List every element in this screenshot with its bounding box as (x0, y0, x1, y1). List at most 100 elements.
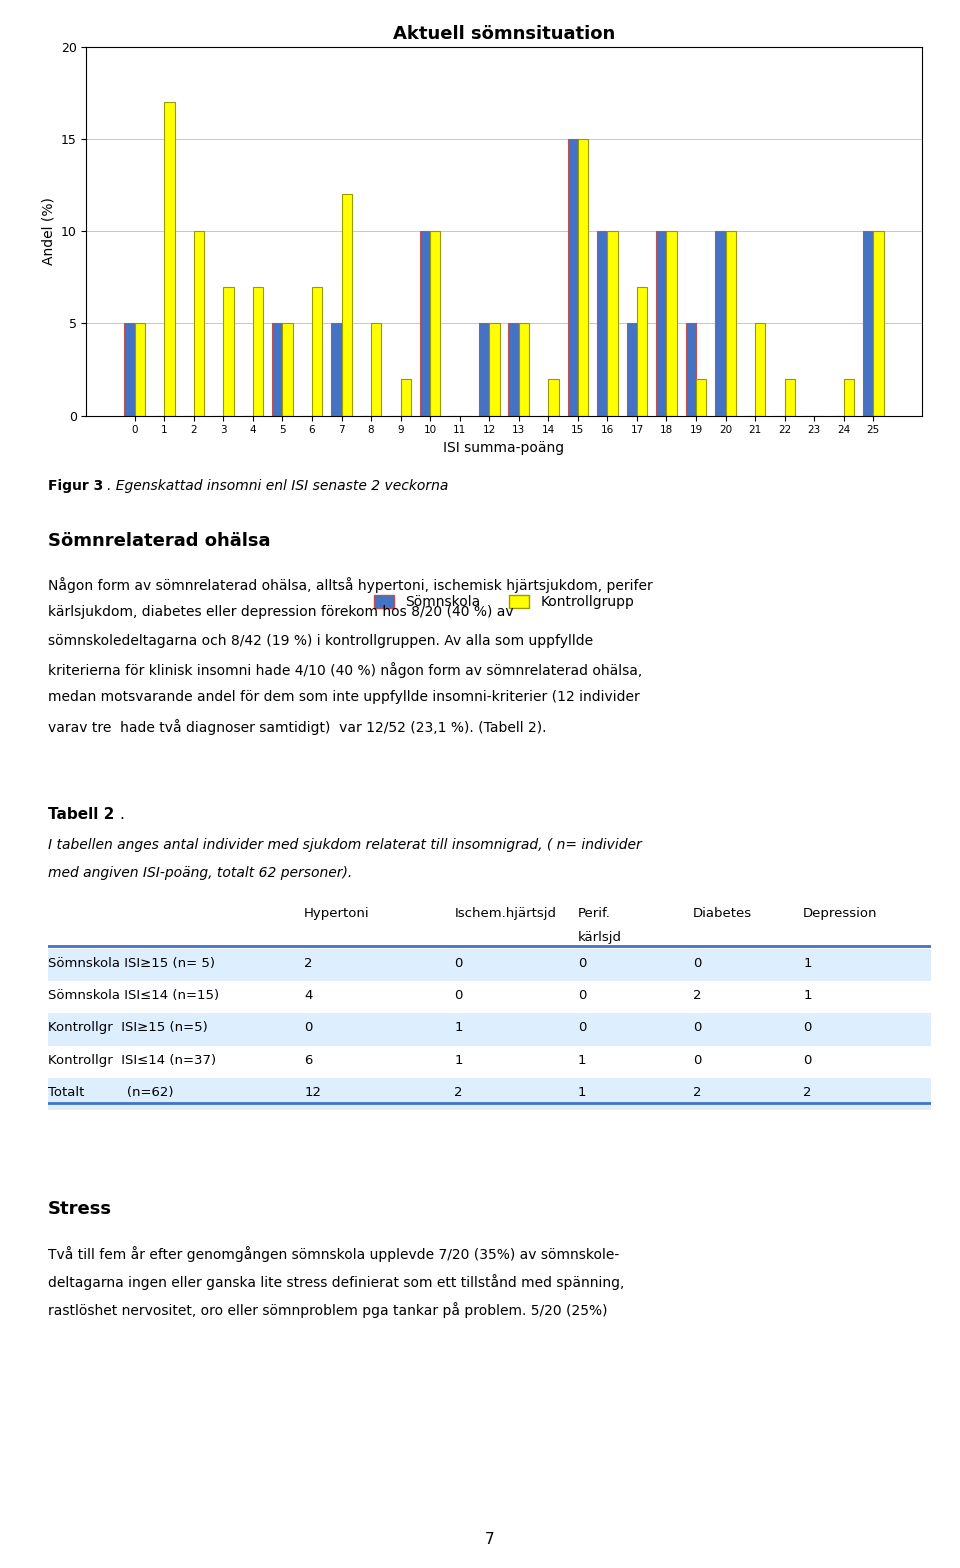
FancyBboxPatch shape (48, 1013, 931, 1046)
Bar (627, 323, 636, 416)
Bar (125, 323, 134, 416)
Bar (726, 232, 736, 416)
Text: 1: 1 (804, 989, 811, 1002)
Text: 2: 2 (693, 989, 701, 1002)
Text: 0: 0 (454, 956, 463, 969)
Text: Depression: Depression (804, 906, 877, 919)
FancyBboxPatch shape (48, 1046, 931, 1079)
Text: 1: 1 (804, 956, 811, 969)
Text: 0: 0 (693, 1054, 701, 1066)
Text: 7: 7 (485, 1532, 494, 1548)
Text: 1: 1 (454, 1021, 463, 1035)
Text: 0: 0 (304, 1021, 313, 1035)
Text: 1: 1 (454, 1054, 463, 1066)
FancyBboxPatch shape (48, 1079, 931, 1110)
Bar (567, 140, 578, 416)
Bar (342, 194, 352, 416)
Text: 1: 1 (578, 1054, 587, 1066)
Text: 2: 2 (804, 1087, 811, 1099)
Text: Tabell 2: Tabell 2 (48, 808, 114, 822)
Text: Hypertoni: Hypertoni (304, 906, 370, 919)
Text: 0: 0 (454, 989, 463, 1002)
FancyBboxPatch shape (48, 982, 931, 1013)
Bar (715, 232, 726, 416)
Legend: Sömnskola, Kontrollgrupp: Sömnskola, Kontrollgrupp (368, 590, 640, 615)
Text: deltagarna ingen eller ganska lite stress definierat som ett tillstånd med spänn: deltagarna ingen eller ganska lite stres… (48, 1275, 624, 1290)
Bar (490, 323, 499, 416)
Bar (578, 140, 588, 416)
Bar (252, 287, 263, 416)
Text: Ischem.hjärtsjd: Ischem.hjärtsjd (454, 906, 556, 919)
Text: I tabellen anges antal individer med sjukdom relaterat till insomnigrad, ( n= in: I tabellen anges antal individer med sju… (48, 837, 641, 851)
Bar (784, 379, 795, 416)
Text: sömnskoledeltagarna och 8/42 (19 %) i kontrollgruppen. Av alla som uppfyllde: sömnskoledeltagarna och 8/42 (19 %) i ko… (48, 633, 593, 648)
Bar (756, 323, 765, 416)
Bar (224, 287, 233, 416)
Bar (479, 323, 490, 416)
Text: 0: 0 (804, 1021, 811, 1035)
Text: 0: 0 (578, 989, 587, 1002)
Text: varav tre  hade två diagnoser samtidigt)  var 12/52 (23,1 %). (Tabell 2).: varav tre hade två diagnoser samtidigt) … (48, 718, 546, 734)
Text: 2: 2 (454, 1087, 463, 1099)
Bar (844, 379, 854, 416)
Text: 4: 4 (304, 989, 313, 1002)
Text: medan motsvarande andel för dem som inte uppfyllde insomni-kriterier (12 individ: medan motsvarande andel för dem som inte… (48, 690, 639, 704)
X-axis label: ISI summa-poäng: ISI summa-poäng (444, 441, 564, 455)
Bar (372, 323, 381, 416)
Bar (312, 287, 323, 416)
Text: Figur 3: Figur 3 (48, 478, 104, 492)
Text: med angiven ISI-poäng, totalt 62 personer).: med angiven ISI-poäng, totalt 62 persone… (48, 867, 352, 880)
Text: Två till fem år efter genomgången sömnskola upplevde 7/20 (35%) av sömnskole-: Två till fem år efter genomgången sömnsk… (48, 1247, 619, 1262)
Text: Kontrollgr  ISI≤14 (n=37): Kontrollgr ISI≤14 (n=37) (48, 1054, 216, 1066)
Text: Sömnrelaterad ohälsa: Sömnrelaterad ohälsa (48, 532, 271, 550)
Text: Diabetes: Diabetes (693, 906, 752, 919)
Bar (874, 232, 883, 416)
Text: Sömnskola ISI≥15 (n= 5): Sömnskola ISI≥15 (n= 5) (48, 956, 215, 969)
Bar (400, 379, 411, 416)
Text: 0: 0 (578, 1021, 587, 1035)
Bar (685, 323, 696, 416)
Bar (656, 232, 666, 416)
Text: 0: 0 (693, 956, 701, 969)
Bar (608, 232, 617, 416)
Bar (597, 232, 608, 416)
Bar (548, 379, 559, 416)
Bar (164, 102, 175, 416)
Bar (282, 323, 293, 416)
Text: 1: 1 (578, 1087, 587, 1099)
Y-axis label: Andel (%): Andel (%) (41, 198, 56, 265)
Text: 6: 6 (304, 1054, 313, 1066)
Bar (331, 323, 342, 416)
Text: 2: 2 (304, 956, 313, 969)
Text: Stress: Stress (48, 1201, 112, 1218)
Text: 0: 0 (804, 1054, 811, 1066)
FancyBboxPatch shape (48, 949, 931, 982)
Text: . Egenskattad insomni enl ISI senaste 2 veckorna: . Egenskattad insomni enl ISI senaste 2 … (108, 478, 448, 492)
Text: 12: 12 (304, 1087, 322, 1099)
Text: .: . (120, 808, 125, 822)
Text: rastlöshet nervositet, oro eller sömnproblem pga tankar på problem. 5/20 (25%): rastlöshet nervositet, oro eller sömnpro… (48, 1303, 608, 1319)
Bar (863, 232, 874, 416)
Text: kriterierna för klinisk insomni hade 4/10 (40 %) någon form av sömnrelaterad ohä: kriterierna för klinisk insomni hade 4/1… (48, 662, 642, 677)
Text: Perif.: Perif. (578, 906, 611, 919)
Bar (420, 232, 430, 416)
Text: kärlsjd: kärlsjd (578, 930, 622, 944)
Bar (636, 287, 647, 416)
Text: Någon form av sömnrelaterad ohälsa, alltså hypertoni, ischemisk hjärtsjukdom, pe: Någon form av sömnrelaterad ohälsa, allt… (48, 577, 653, 593)
Bar (696, 379, 707, 416)
Text: 0: 0 (693, 1021, 701, 1035)
Text: 0: 0 (578, 956, 587, 969)
Bar (134, 323, 145, 416)
Bar (272, 323, 282, 416)
Bar (509, 323, 518, 416)
Bar (194, 232, 204, 416)
Text: kärlsjukdom, diabetes eller depression förekom hos 8/20 (40 %) av: kärlsjukdom, diabetes eller depression f… (48, 605, 514, 619)
Text: Sömnskola ISI≤14 (n=15): Sömnskola ISI≤14 (n=15) (48, 989, 219, 1002)
Bar (430, 232, 441, 416)
Bar (666, 232, 677, 416)
Title: Aktuell sömnsituation: Aktuell sömnsituation (393, 25, 615, 42)
Bar (518, 323, 529, 416)
Text: Totalt          (n=62): Totalt (n=62) (48, 1087, 174, 1099)
Text: 2: 2 (693, 1087, 701, 1099)
Text: Kontrollgr  ISI≥15 (n=5): Kontrollgr ISI≥15 (n=5) (48, 1021, 207, 1035)
